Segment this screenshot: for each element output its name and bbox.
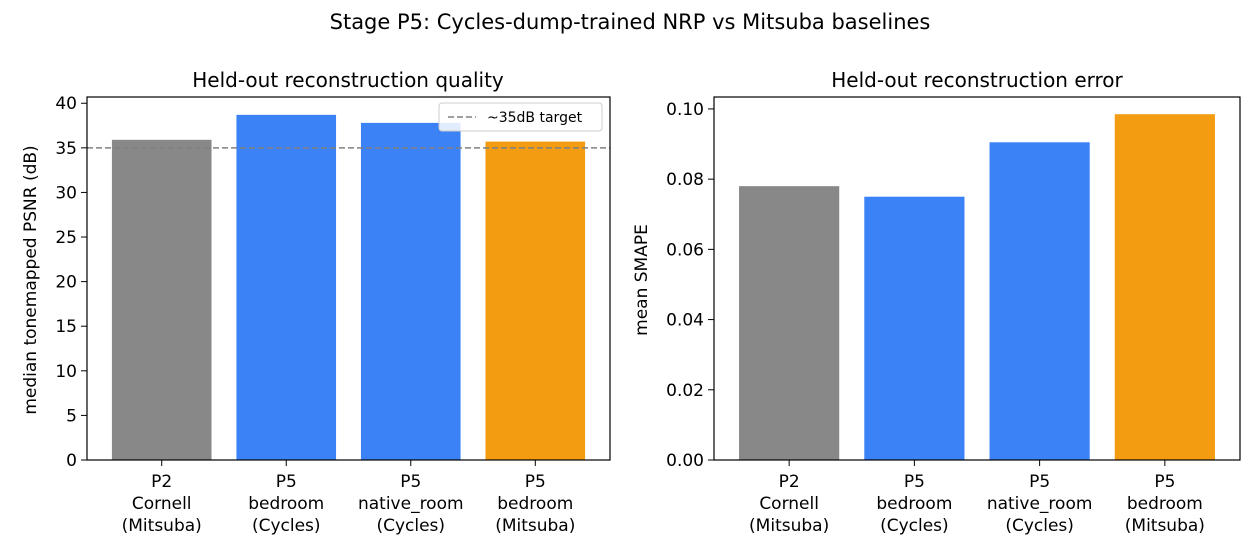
x-tick-label: P5 native_room (Cycles) xyxy=(358,472,464,536)
x-tick-label-line: (Cycles) xyxy=(376,516,445,536)
x-tick-label-line: P5 xyxy=(525,472,546,492)
x-tick-label: P2 Cornell (Mitsuba) xyxy=(749,472,829,536)
x-tick-label: P2 Cornell (Mitsuba) xyxy=(122,472,202,536)
bar xyxy=(111,139,212,461)
x-tick-label-line: Cornell xyxy=(132,494,192,514)
chart-title: Held-out reconstruction error xyxy=(831,68,1123,92)
y-tick-label: 0.02 xyxy=(666,381,704,401)
legend-box xyxy=(438,102,603,132)
chart-smape: Held-out reconstruction error mean SMAPE… xyxy=(632,68,1241,536)
x-tick-label-line: bedroom xyxy=(876,494,952,514)
y-tick-label: 10 xyxy=(55,362,77,382)
x-tick-label-line: bedroom xyxy=(1127,494,1203,514)
y-tick-label: 0.00 xyxy=(666,451,704,471)
x-tick-label: P5 bedroom (Mitsuba) xyxy=(495,472,575,536)
y-axis-label: mean SMAPE xyxy=(632,224,652,336)
bar xyxy=(989,142,1090,460)
x-tick-label-line: P5 xyxy=(400,472,421,492)
bar xyxy=(864,196,965,460)
y-tick-label: 0.08 xyxy=(666,170,704,190)
x-tick-label-line: (Mitsuba) xyxy=(122,516,202,536)
bar xyxy=(739,186,840,460)
x-tick-label-line: P5 xyxy=(1029,472,1050,492)
x-tick-label-line: (Cycles) xyxy=(1005,516,1074,536)
bar xyxy=(360,122,461,460)
figure-title: Stage P5: Cycles-dump-trained NRP vs Mit… xyxy=(330,10,931,34)
y-tick-label: 0.06 xyxy=(666,240,704,260)
x-tick-label-line: (Cycles) xyxy=(880,516,949,536)
y-tick-label: 20 xyxy=(55,273,77,293)
x-tick-label-line: bedroom xyxy=(497,494,573,514)
chart-title: Held-out reconstruction quality xyxy=(192,68,504,92)
y-tick-label: 30 xyxy=(55,183,77,203)
axes-frame xyxy=(713,96,1241,461)
y-tick-label: 0.10 xyxy=(666,100,704,120)
x-tick-label: P5 native_room (Cycles) xyxy=(987,472,1093,536)
y-tick-label: 35 xyxy=(55,139,77,159)
bar xyxy=(1114,114,1215,461)
y-axis-label: median tonemapped PSNR (dB) xyxy=(21,145,41,414)
x-tick-label-line: (Mitsuba) xyxy=(495,516,575,536)
legend-label: ~35dB target xyxy=(487,110,583,126)
x-tick-label-line: bedroom xyxy=(248,494,324,514)
x-tick-label-line: P2 xyxy=(779,472,800,492)
y-tick-label: 5 xyxy=(66,406,77,426)
x-tick-label-line: native_room xyxy=(358,494,464,514)
x-tick-label-line: P5 xyxy=(276,472,297,492)
x-tick-label: P5 bedroom (Cycles) xyxy=(248,472,324,536)
y-tick-label: 0 xyxy=(66,451,77,471)
x-tick-label-line: P5 xyxy=(1154,472,1175,492)
bar xyxy=(236,114,337,461)
x-tick-label-line: (Cycles) xyxy=(252,516,321,536)
axes-frame xyxy=(86,96,611,461)
x-tick-label-line: Cornell xyxy=(759,494,819,514)
bar xyxy=(485,141,586,460)
x-tick-label-line: (Mitsuba) xyxy=(1125,516,1205,536)
y-tick-label: 0.04 xyxy=(666,311,704,331)
x-tick-label-line: native_room xyxy=(987,494,1093,514)
y-tick-label: 25 xyxy=(55,228,77,248)
x-tick-label: P5 bedroom (Mitsuba) xyxy=(1125,472,1205,536)
chart-psnr: Held-out reconstruction quality median t… xyxy=(21,68,611,536)
y-tick-label: 15 xyxy=(55,317,77,337)
x-tick-label-line: P5 xyxy=(904,472,925,492)
legend: ~35dB target xyxy=(438,102,603,132)
x-tick-label-line: P2 xyxy=(151,472,172,492)
y-tick-label: 40 xyxy=(55,94,77,114)
x-tick-label-line: (Mitsuba) xyxy=(749,516,829,536)
x-tick-label: P5 bedroom (Cycles) xyxy=(876,472,952,536)
